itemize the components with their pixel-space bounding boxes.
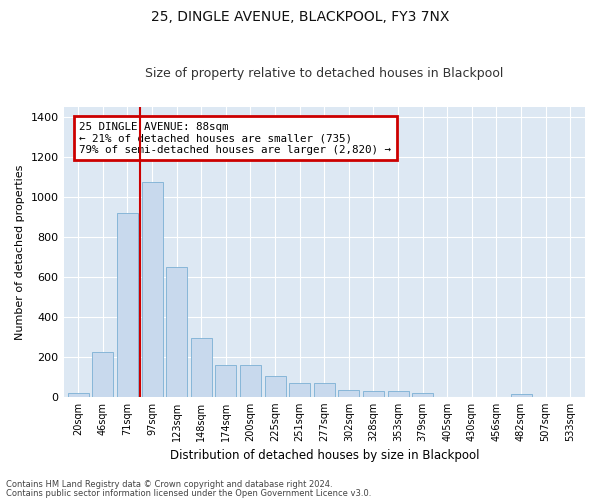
Bar <box>92 352 113 397</box>
Text: Contains public sector information licensed under the Open Government Licence v3: Contains public sector information licen… <box>6 488 371 498</box>
Y-axis label: Number of detached properties: Number of detached properties <box>15 164 25 340</box>
Bar <box>363 391 384 397</box>
Text: 25 DINGLE AVENUE: 88sqm
← 21% of detached houses are smaller (735)
79% of semi-d: 25 DINGLE AVENUE: 88sqm ← 21% of detache… <box>79 122 391 154</box>
Bar <box>191 338 212 397</box>
Bar <box>68 393 89 397</box>
Bar <box>388 391 409 397</box>
Bar <box>511 394 532 397</box>
Bar <box>166 267 187 397</box>
Bar <box>117 213 138 397</box>
Bar <box>338 390 359 397</box>
Bar <box>412 393 433 397</box>
Title: Size of property relative to detached houses in Blackpool: Size of property relative to detached ho… <box>145 66 503 80</box>
Text: 25, DINGLE AVENUE, BLACKPOOL, FY3 7NX: 25, DINGLE AVENUE, BLACKPOOL, FY3 7NX <box>151 10 449 24</box>
Bar <box>240 365 261 397</box>
Bar <box>265 376 286 397</box>
Bar <box>314 383 335 397</box>
Bar <box>142 182 163 397</box>
X-axis label: Distribution of detached houses by size in Blackpool: Distribution of detached houses by size … <box>170 450 479 462</box>
Bar <box>215 365 236 397</box>
Bar <box>289 383 310 397</box>
Text: Contains HM Land Registry data © Crown copyright and database right 2024.: Contains HM Land Registry data © Crown c… <box>6 480 332 489</box>
